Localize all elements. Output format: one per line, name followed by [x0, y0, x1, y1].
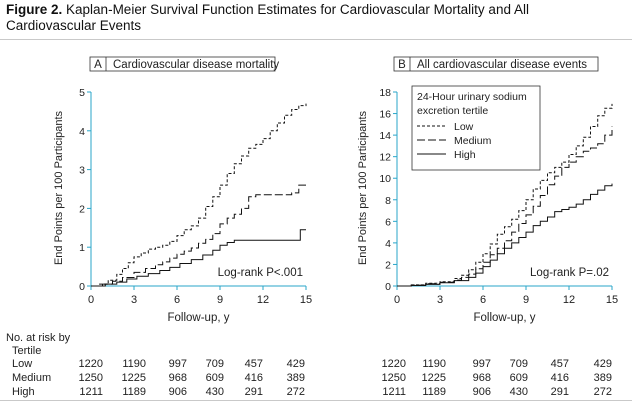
at-risk-heading: No. at risk by — [6, 332, 71, 344]
panel-b-y-tick-label: 2 — [385, 259, 391, 271]
at-risk-cell-panel-b: 1250 — [381, 372, 406, 384]
at-risk-row-label: Medium — [12, 372, 52, 384]
figure-title: Figure 2. Kaplan-Meier Survival Function… — [6, 2, 616, 34]
panel-b-series-high — [397, 183, 613, 287]
at-risk-cell-panel-a: 609 — [205, 372, 224, 384]
panel-a-series-high — [91, 229, 306, 287]
at-risk-cell-panel-a: 457 — [244, 358, 263, 370]
at-risk-cell-panel-b: 1190 — [422, 358, 446, 370]
at-risk-cell-panel-a: 430 — [205, 386, 224, 398]
panel-b-legend-label-high: High — [454, 149, 476, 161]
at-risk-cell-panel-b: 430 — [509, 386, 528, 398]
panel-b-y-tick-label: 12 — [379, 152, 391, 164]
at-risk-cell-panel-a: 416 — [244, 372, 263, 384]
at-risk-cell-panel-a: 997 — [168, 358, 187, 370]
panel-a-title: Cardiovascular disease mortality — [113, 59, 279, 71]
figure-number: Figure 2. — [6, 2, 63, 17]
panel-a-y-tick-label: 2 — [79, 203, 85, 215]
panel-b-y-tick-label: 0 — [385, 281, 391, 293]
panel-a-x-tick-label: 0 — [88, 294, 94, 306]
at-risk-cell-panel-b: 997 — [472, 358, 491, 370]
panel-a-y-axis-label: End Points per 100 Participants — [53, 110, 65, 265]
at-risk-cell-panel-a: 429 — [286, 358, 305, 370]
at-risk-cell-panel-a: 1250 — [78, 372, 103, 384]
panel-a-header-box — [89, 56, 276, 72]
panel-b-y-tick-label: 6 — [385, 216, 391, 228]
panel-b-x-tick-label: 6 — [480, 294, 486, 306]
panel-a-series-low — [91, 103, 307, 287]
panel-b-series-low — [397, 103, 613, 287]
panel-a-y-tick-label: 0 — [79, 281, 85, 293]
panel-b-x-tick-label: 12 — [563, 294, 575, 306]
panel-b-x-tick-label: 9 — [523, 294, 529, 306]
at-risk-cell-panel-a: 291 — [244, 386, 263, 398]
at-risk-cell-panel-a: 1211 — [79, 386, 103, 398]
at-risk-cell-panel-b: 1211 — [382, 386, 406, 398]
panel-a-x-tick-label: 9 — [217, 294, 223, 306]
bottom-divider — [0, 400, 632, 401]
at-risk-cell-panel-b: 272 — [593, 386, 612, 398]
at-risk-cell-panel-b: 429 — [593, 358, 612, 370]
panel-b-legend-title-1: 24-Hour urinary sodium — [417, 91, 527, 103]
at-risk-cell-panel-a: 1220 — [78, 358, 103, 370]
at-risk-cell-panel-a: 968 — [168, 372, 187, 384]
panel-b-x-tick-label: 3 — [437, 294, 443, 306]
panel-a-x-tick-label: 12 — [257, 294, 269, 306]
at-risk-cell-panel-a: 1189 — [122, 386, 146, 398]
panel-b-y-axis-label: End Points per 100 Participants — [357, 110, 369, 265]
at-risk-cell-panel-b: 1189 — [422, 386, 446, 398]
at-risk-row-label: High — [12, 386, 35, 398]
at-risk-cell-panel-a: 272 — [286, 386, 305, 398]
at-risk-cell-panel-a: 906 — [168, 386, 187, 398]
panel-b-y-tick-label: 10 — [379, 173, 391, 185]
title-divider — [0, 39, 632, 40]
at-risk-cell-panel-b: 416 — [550, 372, 569, 384]
panel-b-x-axis-label: Follow-up, y — [474, 312, 536, 324]
at-risk-cell-panel-b: 906 — [472, 386, 491, 398]
panel-a-logrank-annotation: Log-rank P<.001 — [218, 267, 303, 279]
panel-b-title: All cardiovascular disease events — [417, 59, 587, 71]
panel-b-legend-label-low: Low — [454, 121, 474, 133]
panel-b-legend-box — [411, 85, 541, 171]
panel-b-x-tick-label: 0 — [394, 294, 400, 306]
panel-b-y-tick-label: 14 — [379, 130, 391, 142]
at-risk-cell-panel-b: 457 — [550, 358, 569, 370]
at-risk-cell-panel-a: 389 — [286, 372, 305, 384]
panel-a-series-medium — [91, 184, 306, 287]
at-risk-row-label: Low — [12, 358, 33, 370]
panel-a-x-axis-label: Follow-up, y — [168, 312, 230, 324]
panel-b-header-box — [393, 56, 599, 72]
at-risk-cell-panel-b: 1220 — [381, 358, 406, 370]
panel-b-y-tick-label: 8 — [385, 195, 391, 207]
at-risk-cell-panel-a: 1190 — [122, 358, 146, 370]
at-risk-cell-panel-b: 709 — [509, 358, 528, 370]
figure-caption: Kaplan-Meier Survival Function Estimates… — [6, 2, 529, 33]
at-risk-cell-panel-b: 968 — [472, 372, 491, 384]
panel-b-y-tick-label: 16 — [379, 109, 391, 121]
panel-b-logrank-annotation: Log-rank P=.02 — [530, 267, 609, 279]
panel-a-letter: A — [94, 59, 102, 71]
at-risk-cell-panel-a: 709 — [205, 358, 224, 370]
panel-b-legend-label-medium: Medium — [454, 135, 492, 147]
panel-b-letter: B — [398, 59, 406, 71]
at-risk-cell-panel-b: 1225 — [421, 372, 446, 384]
at-risk-subheading: Tertile — [12, 345, 42, 357]
at-risk-cell-panel-b: 291 — [550, 386, 569, 398]
at-risk-cell-panel-b: 389 — [593, 372, 612, 384]
panel-a-x-tick-label: 3 — [131, 294, 137, 306]
panel-b-y-tick-label: 18 — [379, 87, 391, 99]
panel-a-x-tick-label: 15 — [300, 294, 312, 306]
panel-a-y-tick-label: 5 — [79, 87, 85, 99]
panel-a-y-tick-label: 3 — [79, 165, 85, 177]
panel-a-y-tick-label: 1 — [79, 242, 85, 254]
panel-b-x-tick-label: 15 — [606, 294, 618, 306]
panel-a-x-tick-label: 6 — [174, 294, 180, 306]
panel-a-y-tick-label: 4 — [79, 126, 85, 138]
panel-b-y-tick-label: 4 — [385, 238, 391, 250]
at-risk-cell-panel-a: 1225 — [121, 372, 146, 384]
at-risk-cell-panel-b: 609 — [509, 372, 528, 384]
panel-b-legend-title-2: excretion tertile — [417, 105, 488, 117]
